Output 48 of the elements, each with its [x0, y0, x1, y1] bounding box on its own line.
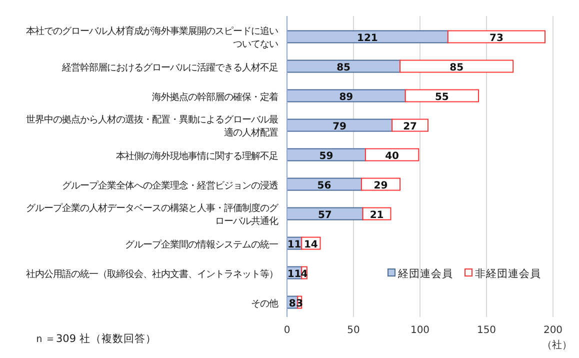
bar: [286, 178, 362, 191]
data-label: 29: [374, 180, 388, 192]
x-axis-title: （社）: [542, 339, 572, 351]
data-label: 27: [403, 121, 418, 132]
x-tick-label: 100: [410, 325, 430, 336]
bar: [364, 148, 420, 162]
data-label: 121: [357, 32, 378, 44]
data-label: 89: [339, 92, 354, 103]
y-tick-label: グループ企業全体への企業理念・経営ビジョンの浸透: [62, 180, 278, 192]
y-tick-label: 本社側の海外現地事情に関する理解不足: [116, 150, 278, 162]
data-label: 85: [336, 62, 351, 74]
x-tick-label: 150: [476, 325, 496, 336]
data-label: 57: [318, 210, 332, 221]
y-tick-label: 世界中の拠点から人材の選抜・配置・異動によるグローバル最適の人材配置: [26, 114, 278, 138]
data-label: 56: [317, 180, 332, 192]
y-tick-label: 本社でのグローバル人材育成が海外事業展開のスピードに追いついてない: [26, 26, 278, 50]
legend-label: 経団連会員: [397, 267, 453, 280]
data-label: 79: [332, 121, 347, 132]
data-label: 73: [490, 32, 504, 44]
bar: [447, 30, 546, 44]
data-label: 11: [287, 239, 302, 250]
bar: [286, 148, 366, 162]
y-tick-label: グループ企業間の情報システムの統一: [125, 239, 278, 250]
x-tick-label: 0: [284, 325, 290, 336]
data-label: 55: [434, 92, 449, 103]
y-tick-label: その他: [251, 298, 278, 310]
x-tick-label: 200: [543, 325, 563, 336]
text: ｎ＝309 社（複数回答）: [34, 332, 156, 345]
y-tick-label: 海外拠点の幹部層の確保・定着: [152, 92, 278, 103]
bar: [400, 60, 514, 73]
y-tick-label: 社内公用語の統一（取締役会、社内文書、イントラネット等）: [26, 268, 278, 280]
data-label: 59: [319, 150, 334, 162]
y-tick-label: グループ企業の人材データベースの構築と人事・評価制度のグローバル共通化: [26, 202, 279, 227]
y-tick-label: 経営幹部層におけるグローバルに活躍できる人材不足: [61, 62, 278, 74]
x-tick-label: 50: [347, 325, 360, 336]
data-label: 85: [450, 62, 464, 74]
data-label: 8: [288, 298, 296, 310]
data-label: 21: [370, 210, 384, 221]
bar: [404, 89, 480, 102]
bar: [286, 30, 448, 44]
data-label: 40: [385, 150, 400, 162]
legend-label: 非経団連会員: [475, 267, 541, 280]
bar: [286, 118, 393, 132]
bar: [286, 60, 401, 73]
bar: [286, 89, 406, 102]
data-label: 14: [304, 239, 318, 250]
data-label: 11: [287, 268, 302, 280]
bar: [286, 207, 364, 220]
